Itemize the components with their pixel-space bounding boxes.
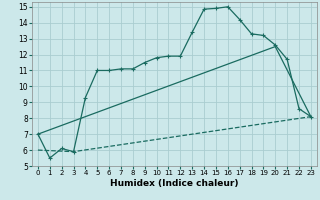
X-axis label: Humidex (Indice chaleur): Humidex (Indice chaleur) (110, 179, 239, 188)
